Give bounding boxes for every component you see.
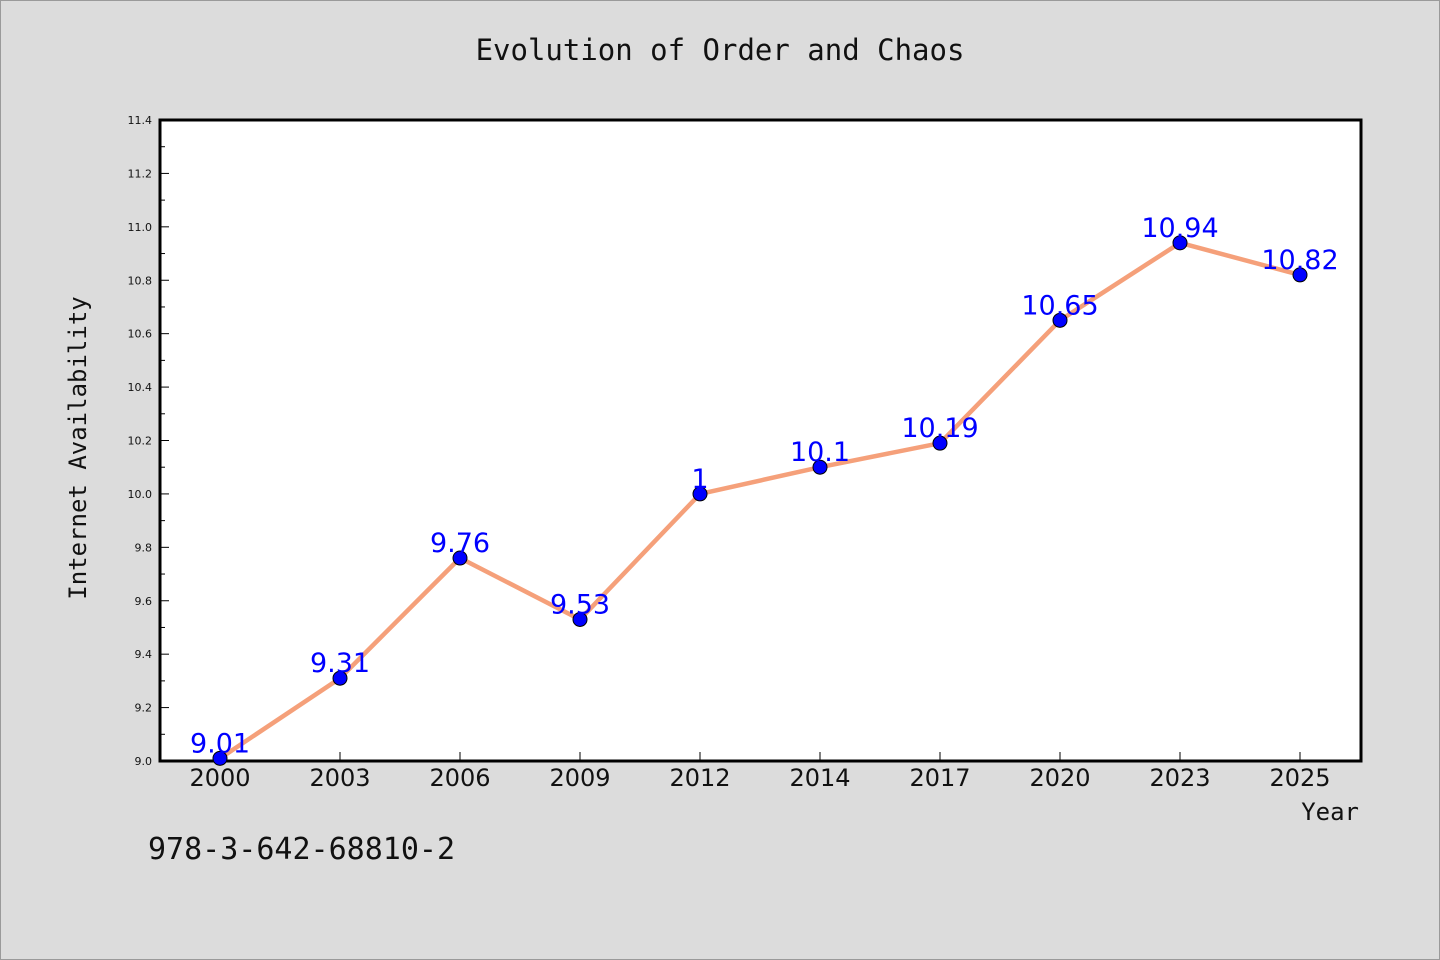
caption-isbn: 978-3-642-68810-2 xyxy=(148,832,456,867)
y-tick-label: 10.0 xyxy=(128,488,153,501)
x-tick-label: 2003 xyxy=(309,764,370,792)
data-point xyxy=(572,611,588,627)
data-label: 9.53 xyxy=(550,589,610,620)
data-label: 10.94 xyxy=(1141,213,1218,244)
y-tick-label: 10.8 xyxy=(128,274,153,287)
x-tick-label: 2017 xyxy=(909,764,970,792)
plot-area xyxy=(158,118,1363,763)
data-label: 1 xyxy=(691,464,708,495)
y-tick-label: 10.2 xyxy=(128,435,153,448)
chart-title: Evolution of Order and Chaos xyxy=(475,33,965,67)
data-point xyxy=(1052,312,1068,328)
x-tick-label: 2000 xyxy=(189,764,250,792)
x-tick-label: 2006 xyxy=(429,764,490,792)
x-axis-label: Year xyxy=(1301,798,1359,826)
series-markers xyxy=(212,235,1308,766)
y-tick-label: 9.4 xyxy=(135,648,153,661)
x-tick-label: 2020 xyxy=(1029,764,1090,792)
data-point xyxy=(812,459,828,475)
data-label: 9.31 xyxy=(310,648,370,679)
data-point xyxy=(692,486,708,502)
data-label: 10.19 xyxy=(901,413,978,444)
data-point xyxy=(452,550,468,566)
y-tick-label: 10.4 xyxy=(128,381,153,394)
y-tick-label: 9.2 xyxy=(135,702,153,715)
x-tick-label: 2009 xyxy=(549,764,610,792)
y-axis-label: Internet Availability xyxy=(64,296,92,599)
y-axis: 9.0 9.2 9.4 9.6 9.8 10.0 10.2 10.4 10.6 10.8 11.0 1… xyxy=(128,114,169,768)
y-tick-label: 11.4 xyxy=(128,114,153,127)
x-tick-label: 2014 xyxy=(789,764,850,792)
y-tick-label: 11.0 xyxy=(128,221,153,234)
data-point xyxy=(1172,235,1188,251)
data-labels: 9.01 9.31 9.76 9.53 1 10.1 10.19 10.65 10.94 10.8… xyxy=(190,213,1339,759)
data-label: 10.65 xyxy=(1021,290,1098,321)
data-point xyxy=(1292,267,1308,283)
data-point xyxy=(932,435,948,451)
data-point xyxy=(212,750,228,766)
data-label: 9.76 xyxy=(430,528,490,559)
x-axis: 2000 2003 2006 2009 2012 2014 2017 2020 2023 2025 xyxy=(189,752,1331,792)
y-tick-label: 11.2 xyxy=(128,167,153,180)
x-tick-label: 2023 xyxy=(1149,764,1210,792)
y-tick-label: 9.6 xyxy=(135,595,153,608)
x-tick-label: 2025 xyxy=(1269,764,1330,792)
y-tick-label: 9.8 xyxy=(135,541,153,554)
y-tick-label: 10.6 xyxy=(128,328,153,341)
data-point xyxy=(332,670,348,686)
x-tick-label: 2012 xyxy=(669,764,730,792)
data-label: 9.01 xyxy=(190,728,250,759)
series-line xyxy=(218,240,1301,761)
y-tick-label: 9.0 xyxy=(135,755,153,768)
data-label: 10.1 xyxy=(790,437,850,468)
data-label: 10.82 xyxy=(1261,245,1338,276)
